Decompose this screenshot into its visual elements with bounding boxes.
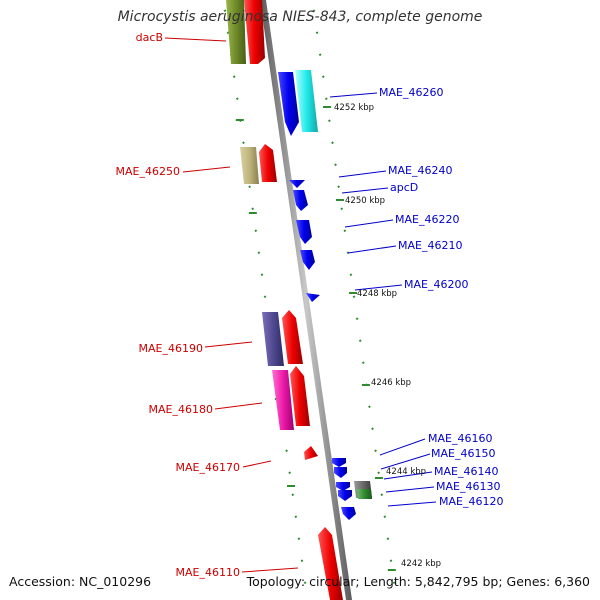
gene-label-right: MAE_46140 <box>434 465 498 478</box>
label-leader-line <box>329 92 378 98</box>
gene-label-right: MAE_46210 <box>398 239 462 252</box>
label-leader-line <box>341 187 389 194</box>
gene-label-left: dacB <box>136 31 163 44</box>
accession-text: Accession: NC_010296 <box>9 574 152 589</box>
label-leader-line <box>214 402 263 410</box>
label-leader-line <box>347 245 397 254</box>
gene-MAE_46140-feature <box>336 482 350 491</box>
gene-MAE_46260-partner-feature <box>295 70 318 132</box>
gene-label-right: apcD <box>390 181 418 194</box>
label-leader-line <box>379 438 426 456</box>
scale-label: 4248 kbp <box>357 289 397 299</box>
label-leader-line <box>204 341 253 348</box>
gene-MAE_46210-feature <box>300 250 315 270</box>
gene-dacB-partner-feature <box>244 0 265 64</box>
gene-MAE_46260-feature <box>278 72 299 136</box>
gene-label-right: MAE_46150 <box>431 447 495 460</box>
gene-MAE_46160-feature <box>332 458 346 467</box>
left-dotted-track <box>223 9 307 585</box>
gene-label-right: MAE_46200 <box>404 278 468 291</box>
gene-dacB-feature <box>226 0 246 64</box>
label-leader-line <box>242 460 272 468</box>
gene-MAE_46250-partner-feature <box>259 144 277 182</box>
label-leader-line <box>385 486 435 493</box>
topology-text: Topology: circular; Length: 5,842,795 bp… <box>246 574 590 589</box>
label-leader-line <box>338 170 387 178</box>
gene-MAE_46190-feature <box>262 312 284 366</box>
scale-label: 4242 kbp <box>401 559 441 569</box>
label-leader-line <box>182 166 231 173</box>
right-dotted-track <box>312 9 396 585</box>
gene-MAE_46120-feature <box>341 507 356 520</box>
gene-apcD-feature <box>293 190 308 211</box>
label-leader-line <box>354 284 403 291</box>
label-leader-line <box>344 219 394 228</box>
gene-features <box>226 0 372 600</box>
gene-MAE_46150-feature <box>334 467 347 478</box>
page-title: Microcystis aeruginosa NIES-843, complet… <box>117 9 483 25</box>
gene-label-right: MAE_46260 <box>379 86 443 99</box>
gene-MAE_46130-green-feature <box>357 489 372 499</box>
gene-label-right: MAE_46240 <box>388 164 452 177</box>
label-leader-line <box>380 453 431 470</box>
gene-label-right: MAE_46160 <box>428 432 492 445</box>
gene-MAE_46170-feature <box>304 446 318 460</box>
gene-label-right: MAE_46130 <box>436 480 500 493</box>
scale-label: 4252 kbp <box>334 103 374 113</box>
gene-MAE_46200-feature <box>306 293 320 302</box>
gene-label-left: MAE_46190 <box>139 342 203 355</box>
gene-MAE_46250-feature <box>240 147 259 184</box>
label-leader-line <box>241 567 299 573</box>
scale-label: 4244 kbp <box>386 467 426 477</box>
label-leader-line <box>387 501 437 507</box>
gene-MAE_46190-partner-feature <box>282 310 303 364</box>
gene-MAE_46180-partner-feature <box>290 366 310 426</box>
label-leader-line <box>164 37 227 42</box>
label-connectors <box>164 37 437 573</box>
gene-label-left: MAE_46250 <box>116 165 180 178</box>
gene-MAE_46180-feature <box>272 370 294 430</box>
gene-label-left: MAE_46110 <box>176 566 240 579</box>
gene-label-right: MAE_46220 <box>395 213 459 226</box>
gene-label-right: MAE_46120 <box>439 495 503 508</box>
gene-MAE_46220-feature <box>296 220 312 244</box>
gene-label-left: MAE_46180 <box>149 403 213 416</box>
gene-MAE_46130-feature <box>338 490 352 501</box>
genome-backbone <box>260 0 352 600</box>
scale-label: 4250 kbp <box>345 196 385 206</box>
gene-labels: dacB MAE_46250 MAE_46190 MAE_46180 MAE_46170… <box>116 31 504 579</box>
scale-label: 4246 kbp <box>371 378 411 388</box>
label-leader-line <box>383 471 433 480</box>
gene-label-left: MAE_46170 <box>176 461 240 474</box>
gene-MAE_46240-feature <box>289 180 305 188</box>
gene-MAE_46110-feature <box>318 527 343 600</box>
